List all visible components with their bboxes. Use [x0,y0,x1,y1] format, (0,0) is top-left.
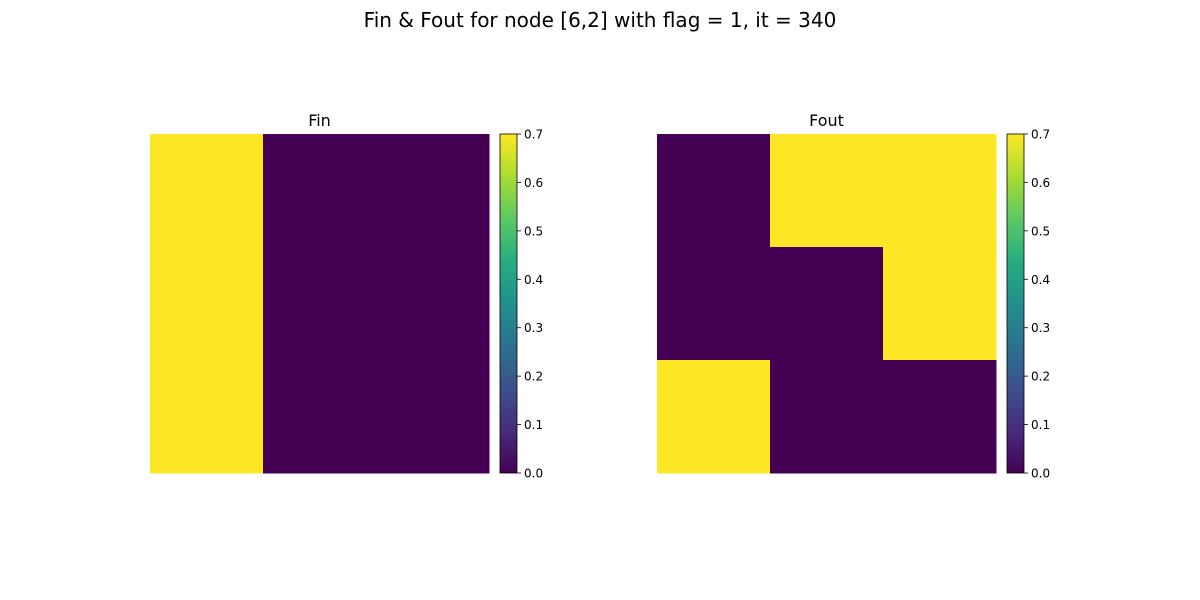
heatmap-cell [150,247,264,361]
heatmap-cell [770,360,884,474]
colorbar-tick-label: 0.6 [1031,176,1050,190]
heatmap-cell [376,247,490,361]
panel-title-fin: Fin [308,111,331,130]
colorbar [1006,133,1025,474]
heatmap-cell [263,134,377,248]
colorbar-tick-label: 0.6 [524,176,543,190]
colorbar-tick-label: 0.7 [524,128,543,142]
colorbar-tick-label: 0.2 [1031,370,1050,384]
heatmap-cell [263,360,377,474]
colorbar-tick-label: 0.5 [524,224,543,238]
colorbar-tick-label: 0.1 [1031,418,1050,432]
colorbar-tick-label: 0.0 [1031,467,1050,481]
heatmap-cell [376,134,490,248]
heatmap-cell [376,360,490,474]
colorbar-tick-label: 0.2 [524,370,543,384]
colorbar-tick-label: 0.3 [1031,321,1050,335]
colorbar-tick-label: 0.0 [524,467,543,481]
heatmap-cell [657,247,771,361]
heatmap-cell [150,360,264,474]
colorbar-tick-label: 0.4 [524,273,543,287]
heatmap-cell [657,360,771,474]
heatmap-cell [150,134,264,248]
heatmap-cell [657,134,771,248]
heatmap-cell [883,247,997,361]
heatmap-cell [883,134,997,248]
figure-title: Fin & Fout for node [6,2] with flag = 1,… [363,8,837,32]
panel-title-fout: Fout [809,111,844,130]
colorbar-tick-label: 0.7 [1031,128,1050,142]
colorbar-tick-label: 0.3 [524,321,543,335]
heatmap-cell [770,247,884,361]
heatmap-cell [883,360,997,474]
colorbar [499,133,518,474]
colorbar-tick-label: 0.1 [524,418,543,432]
heatmap-cell [263,247,377,361]
heatmap-cell [770,134,884,248]
colorbar-tick-label: 0.4 [1031,273,1050,287]
colorbar-tick-label: 0.5 [1031,224,1050,238]
